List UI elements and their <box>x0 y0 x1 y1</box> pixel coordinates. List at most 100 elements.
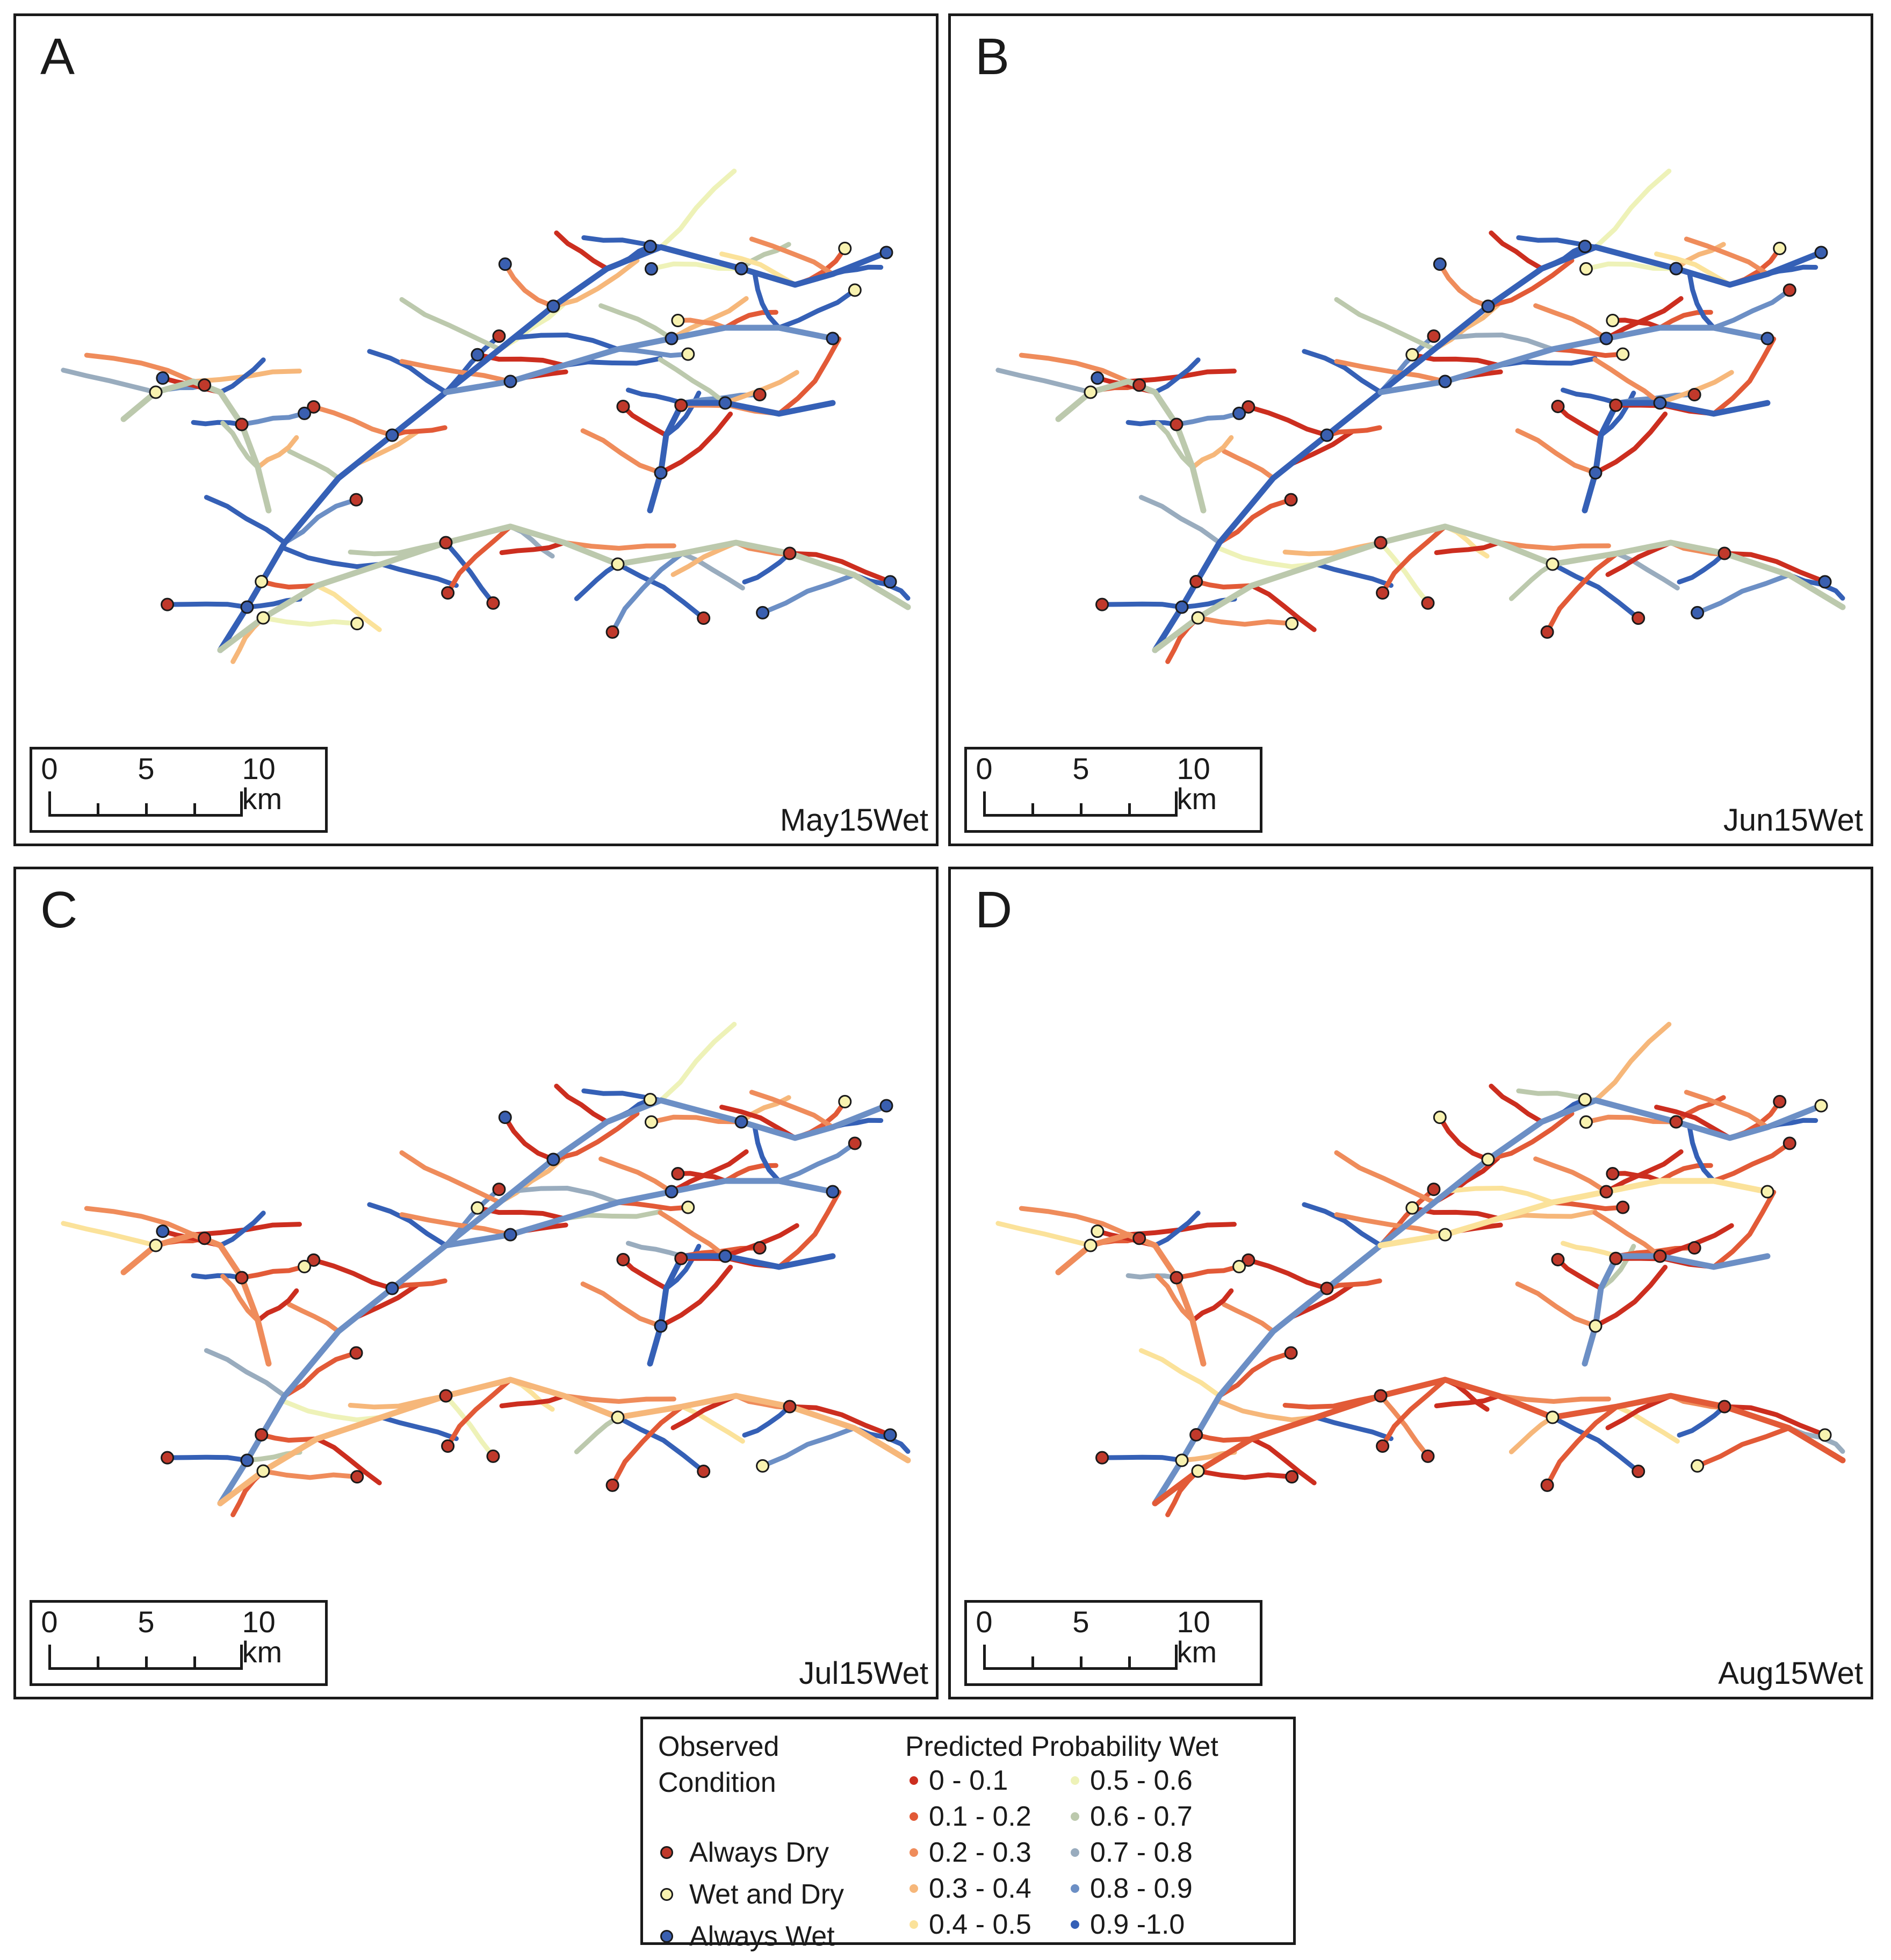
stream-segment <box>261 1468 360 1480</box>
stream-segment <box>1334 297 1437 352</box>
observation-site-marker <box>883 575 897 589</box>
stream-segment <box>399 359 513 384</box>
stream-segment <box>1485 1111 1575 1162</box>
stream-segment <box>443 1393 496 1459</box>
stream-segment <box>282 497 359 545</box>
observation-site-marker <box>441 1439 455 1453</box>
scale-label-0: 0 <box>976 752 993 786</box>
scale-tick <box>1128 803 1131 817</box>
stream-segment <box>1125 1273 1179 1280</box>
observation-site-marker <box>1609 1251 1623 1265</box>
stream-segment <box>1100 1454 1185 1463</box>
stream-segment <box>1614 1404 1680 1444</box>
stream-segment <box>1695 1425 1792 1468</box>
stream-segment <box>598 303 674 341</box>
stream-segment <box>580 428 663 475</box>
scale-tick <box>983 1645 986 1670</box>
observation-site-marker <box>1242 1253 1255 1267</box>
map-panel-c: C 0 5 10 km Jul15Wet <box>13 867 939 1699</box>
observation-site-marker <box>1691 1459 1705 1473</box>
stream-segment <box>1509 561 1555 601</box>
scale-label-10km: 10 km <box>242 752 283 816</box>
stream-segment <box>1533 1156 1609 1194</box>
observation-site-marker <box>1191 611 1205 625</box>
observation-site-marker <box>1773 241 1787 255</box>
stream-segment <box>658 1021 737 1103</box>
observation-site-marker <box>1782 1136 1796 1150</box>
stream-segment <box>1125 420 1179 427</box>
stream-segment <box>1437 1115 1491 1162</box>
scale-tick <box>1175 1645 1178 1670</box>
legend-class-label: 0.9 -1.0 <box>1090 1909 1185 1940</box>
observation-site-marker <box>756 606 770 619</box>
stream-segment <box>658 411 733 475</box>
observation-site-marker <box>1814 1099 1828 1113</box>
panel-caption: Aug15Wet <box>1718 1656 1863 1691</box>
observation-site-marker <box>665 1185 679 1199</box>
observation-site-marker <box>1285 1470 1299 1484</box>
scale-bar-box: 0 5 10 km <box>964 747 1262 833</box>
stream-segment <box>776 1141 857 1184</box>
stream-segment <box>204 1348 287 1399</box>
stream-segment <box>443 325 836 395</box>
class-color-swatch <box>1071 1776 1079 1785</box>
stream-segment <box>574 1415 620 1454</box>
observation-site-marker <box>1284 1346 1298 1360</box>
stream-segment <box>1378 1393 1431 1459</box>
legend-observed-title: Observed Condition <box>658 1729 779 1800</box>
stream-segment <box>165 1454 250 1463</box>
stream-segment <box>742 1404 792 1438</box>
stream-segment <box>165 601 250 610</box>
stream-segment <box>443 1178 836 1249</box>
stream-segment <box>367 349 449 395</box>
stream-segment <box>1711 1190 1777 1270</box>
stream-segment <box>1246 404 1330 438</box>
stream-segment <box>311 404 395 438</box>
observation-site-marker <box>665 332 679 345</box>
stream-segment <box>1377 325 1771 395</box>
legend-class-label: 0.3 - 0.4 <box>929 1873 1031 1904</box>
stream-segment <box>314 583 382 632</box>
stream-segment <box>615 561 706 621</box>
stream-segment <box>561 540 676 551</box>
observation-site-marker <box>883 1428 897 1442</box>
observation-site-marker <box>1782 283 1796 297</box>
scale-label-10km: 10 km <box>1177 1605 1217 1669</box>
observation-site-marker <box>1578 240 1592 254</box>
observation-site-marker <box>1599 332 1613 345</box>
legend-class-row: 0.8 - 0.9 <box>1071 1875 1193 1903</box>
stream-segment <box>669 296 749 341</box>
stream-segment <box>204 495 287 545</box>
observation-site-marker <box>671 1167 685 1181</box>
stream-segment <box>191 420 244 427</box>
observation-site-marker <box>1551 1252 1565 1266</box>
stream-segment <box>1313 1415 1394 1442</box>
observation-site-marker <box>783 1400 797 1414</box>
stream-segment <box>1019 352 1131 384</box>
stream-segment <box>1550 1415 1641 1474</box>
observation-site-marker <box>1084 1238 1098 1252</box>
stream-segment <box>1582 1253 1771 1367</box>
observation-site-marker <box>1717 1400 1731 1414</box>
observation-site-marker <box>654 466 668 480</box>
legend-item-label: Always Dry <box>689 1837 829 1868</box>
legend-class-row: 0.9 -1.0 <box>1071 1911 1185 1939</box>
observation-site-marker <box>1669 1115 1683 1129</box>
stream-segment <box>1544 551 1620 635</box>
observation-site-marker <box>1653 396 1667 410</box>
stream-segment <box>1654 1105 1733 1141</box>
observation-site-marker <box>1421 1449 1435 1463</box>
observation-site-marker <box>1579 1115 1593 1129</box>
stream-segment <box>1437 262 1491 309</box>
observation-site-marker <box>838 1094 852 1108</box>
observation-site-marker <box>1818 575 1832 589</box>
observation-site-marker <box>1760 1185 1774 1199</box>
observation-site-marker <box>753 1241 767 1255</box>
stream-segment <box>1550 347 1626 358</box>
legend-observed-title-line1: Observed <box>658 1731 780 1762</box>
scale-tick <box>1031 1656 1034 1670</box>
panel-letter: A <box>40 28 75 85</box>
stream-segment <box>1711 336 1777 416</box>
observation-site-marker <box>644 1115 658 1129</box>
stream-segment <box>1722 1404 1828 1438</box>
